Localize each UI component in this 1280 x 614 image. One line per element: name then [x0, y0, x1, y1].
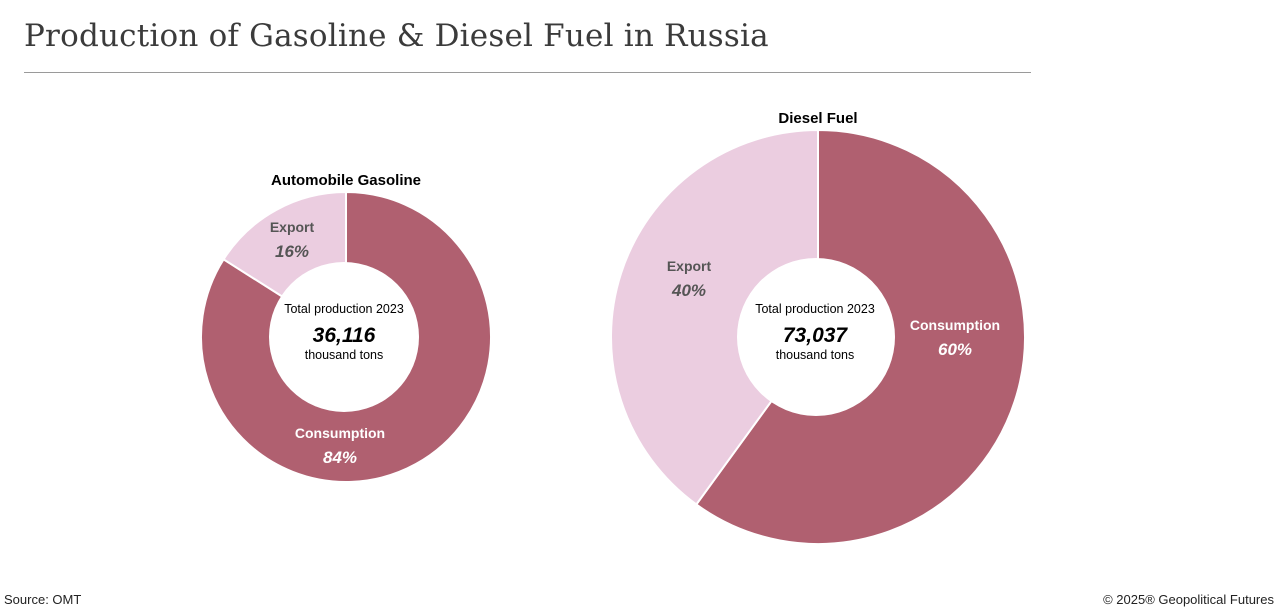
- copyright-note: © 2025® Geopolitical Futures: [1103, 592, 1274, 607]
- diesel-center-value: 73,037: [783, 324, 849, 347]
- diesel-donut-hole: [737, 258, 895, 416]
- diesel-chart-title: Diesel Fuel: [778, 110, 857, 127]
- diesel-center-unit: thousand tons: [776, 348, 855, 362]
- diesel-slices: [610, 128, 1026, 545]
- gasoline-donut-hole: [269, 262, 419, 412]
- diesel-center-caption: Total production 2023: [755, 302, 875, 316]
- gasoline-consumption-label: Consumption: [295, 425, 385, 441]
- diesel-slice-export: [610, 128, 819, 506]
- gasoline-center-value: 36,116: [313, 324, 376, 347]
- title-divider: [24, 72, 1031, 73]
- diesel-donut: Diesel Fuel Total production 2023 73,037…: [610, 110, 1026, 545]
- gasoline-slices: [200, 190, 492, 483]
- diesel-export-pct: 40%: [671, 281, 706, 300]
- gasoline-chart-title: Automobile Gasoline: [271, 172, 421, 189]
- gasoline-center-caption: Total production 2023: [284, 302, 404, 316]
- gasoline-export-pct: 16%: [275, 242, 309, 261]
- gasoline-export-label: Export: [270, 219, 315, 235]
- diesel-export-label: Export: [667, 258, 712, 274]
- gasoline-consumption-pct: 84%: [323, 448, 357, 467]
- diesel-consumption-pct: 60%: [938, 340, 972, 359]
- gasoline-donut: Automobile Gasoline Total production 202…: [200, 172, 492, 483]
- diesel-consumption-label: Consumption: [910, 317, 1000, 333]
- gasoline-center-unit: thousand tons: [305, 348, 384, 362]
- source-note: Source: OMT: [4, 592, 82, 607]
- page-title: Production of Gasoline & Diesel Fuel in …: [24, 18, 769, 54]
